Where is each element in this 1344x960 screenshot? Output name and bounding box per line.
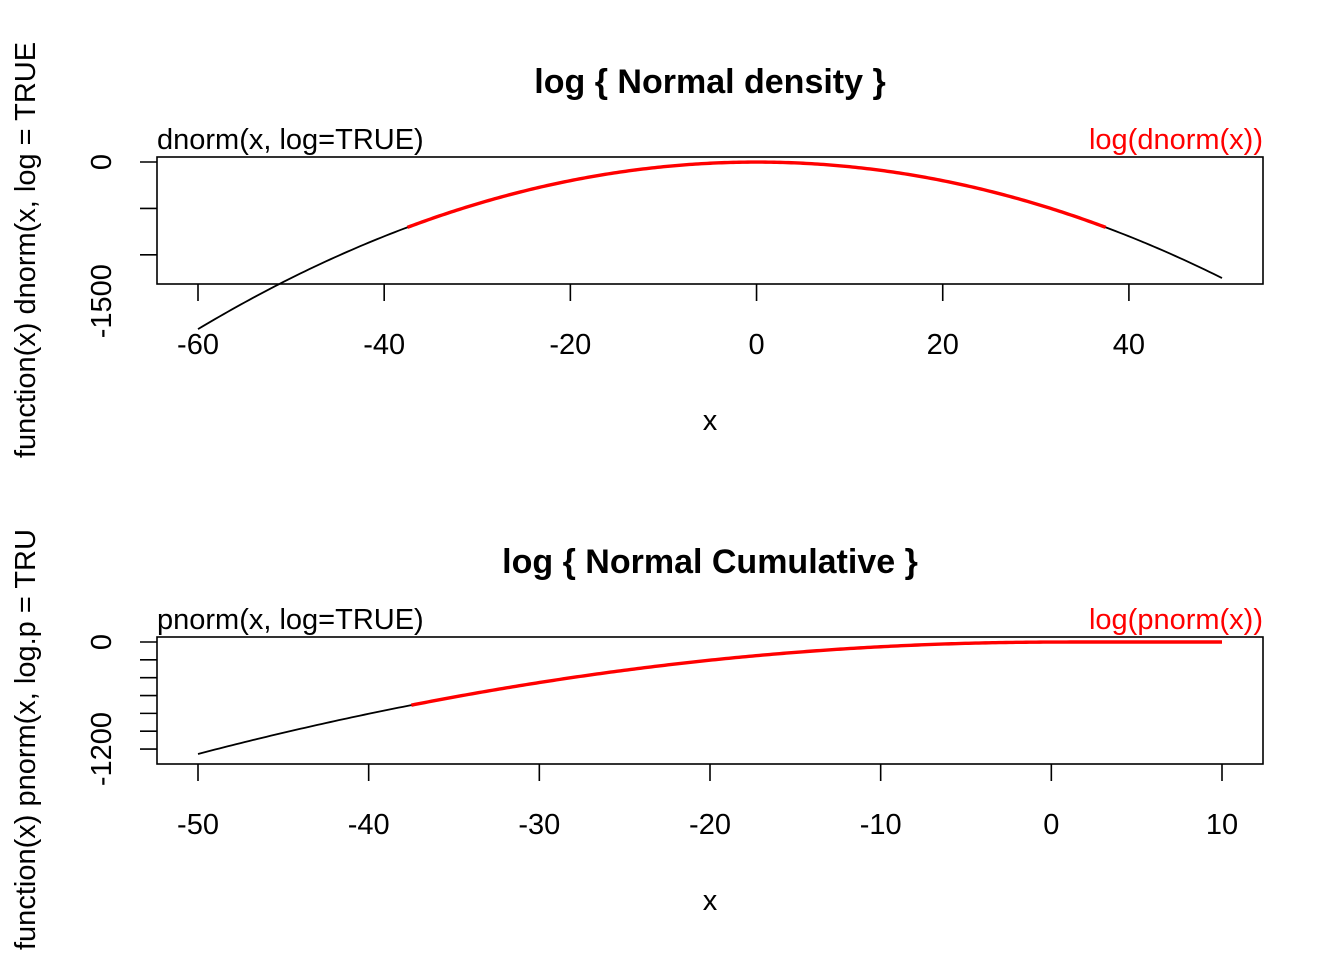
x-axis-density: -60 -40 -20 0 20 40 <box>177 284 1145 361</box>
y-tick-label: 0 <box>86 154 118 170</box>
plot-frame-density <box>156 156 1264 285</box>
y-tick-label: 0 <box>86 634 118 650</box>
chart-title-cumulative: log { Normal Cumulative } <box>502 543 918 581</box>
x-tick-label: 40 <box>1113 329 1145 361</box>
x-tick-label: 0 <box>1043 809 1059 841</box>
annotation-left-cumulative: pnorm(x, log=TRUE) <box>157 604 424 636</box>
annotation-right-density: log(dnorm(x)) <box>1089 124 1263 156</box>
x-tick-label: -40 <box>348 809 390 841</box>
panel-cumulative: log { Normal Cumulative } pnorm(x, log=T… <box>86 543 1264 917</box>
y-axis-label-cumulative: function(x) pnorm(x, log.p = TRU <box>10 529 42 950</box>
y-tick-label: -1200 <box>86 712 118 786</box>
annotation-right-cumulative: log(pnorm(x)) <box>1089 604 1263 636</box>
x-tick-label: 10 <box>1206 809 1238 841</box>
x-tick-label: -10 <box>860 809 902 841</box>
series-line-dnorm-log <box>197 161 1223 330</box>
y-axis-density: 0 -1500 <box>86 154 157 338</box>
x-tick-label: 20 <box>927 329 959 361</box>
x-axis-label-cumulative: x <box>703 885 718 917</box>
x-tick-label: 0 <box>748 329 764 361</box>
chart-title-density: log { Normal density } <box>534 63 885 101</box>
y-axis-cumulative: 0 -1200 <box>86 634 157 786</box>
series-line-log-dnorm <box>406 160 1107 229</box>
x-tick-label: -20 <box>689 809 731 841</box>
annotation-left-density: dnorm(x, log=TRUE) <box>157 124 424 156</box>
y-tick-label: -1500 <box>86 264 118 338</box>
x-axis-label-density: x <box>703 405 718 437</box>
plot-frame-cumulative <box>156 636 1264 765</box>
y-axis-label-density: function(x) dnorm(x, log = TRUE <box>10 42 42 458</box>
x-tick-label: -50 <box>177 809 219 841</box>
x-tick-label: -40 <box>363 329 405 361</box>
x-tick-label: -20 <box>549 329 591 361</box>
series-line-log-pnorm <box>410 640 1222 707</box>
x-axis-cumulative: -50 -40 -30 -20 -10 0 10 <box>177 764 1238 841</box>
panel-density: log { Normal density } dnorm(x, log=TRUE… <box>86 63 1264 437</box>
x-tick-label: -30 <box>518 809 560 841</box>
x-tick-label: -60 <box>177 329 219 361</box>
